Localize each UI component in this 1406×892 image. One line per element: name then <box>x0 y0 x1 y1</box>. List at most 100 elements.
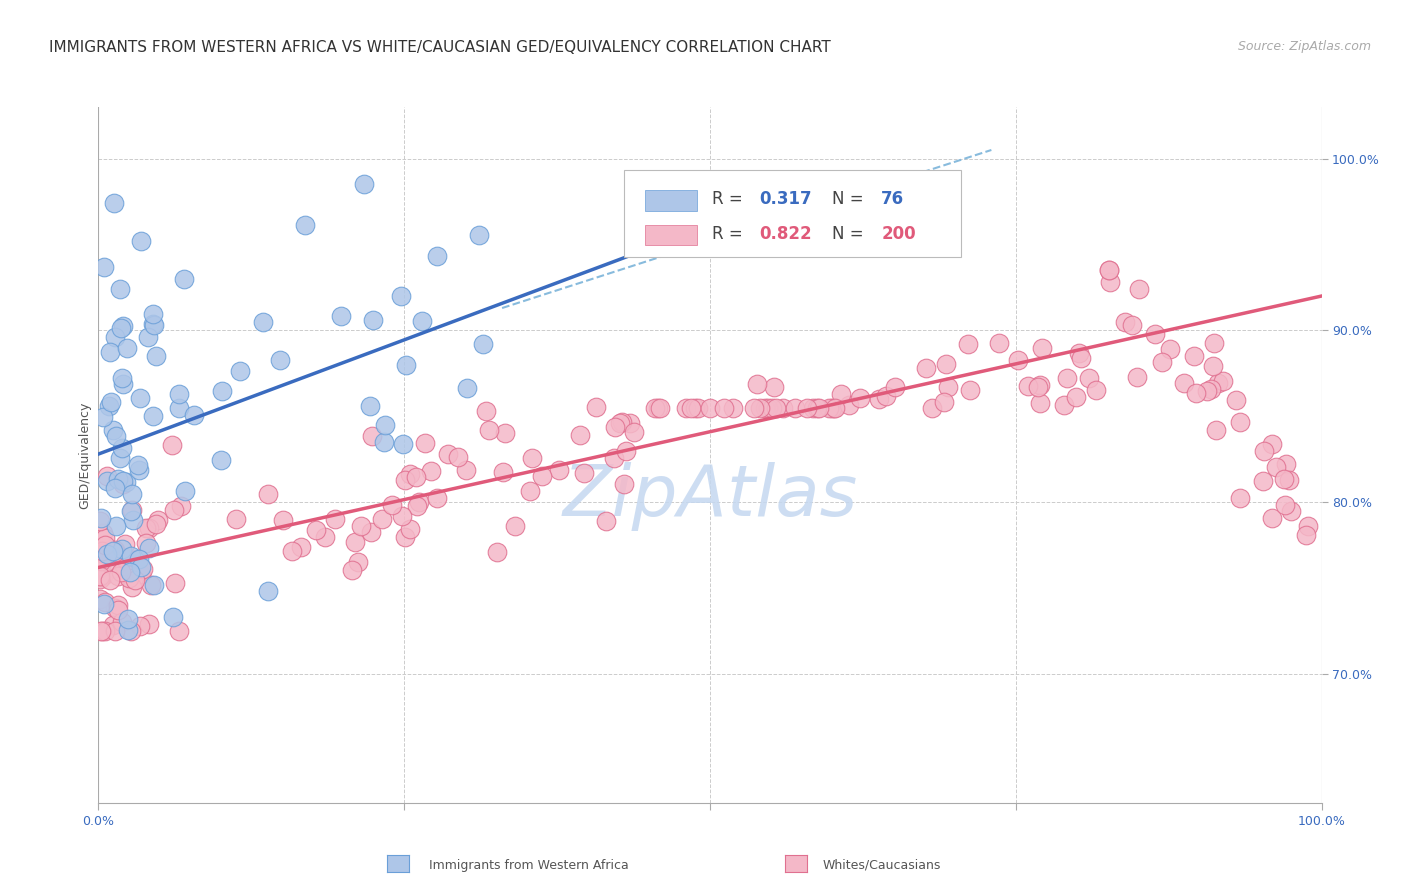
Point <box>269 353 291 368</box>
Point <box>359 399 381 413</box>
Point <box>360 525 382 540</box>
Point <box>1126 369 1149 384</box>
Point <box>408 495 430 509</box>
Text: R =: R = <box>713 190 748 208</box>
Point <box>271 513 294 527</box>
Point <box>801 401 824 415</box>
Y-axis label: GED/Equivalency: GED/Equivalency <box>79 401 91 508</box>
Point <box>613 477 636 491</box>
Point <box>111 441 134 455</box>
Point <box>104 542 127 557</box>
Point <box>115 475 138 489</box>
Point <box>209 453 232 467</box>
Point <box>426 491 449 505</box>
Point <box>229 364 252 378</box>
Point <box>343 535 366 549</box>
Point <box>623 425 645 439</box>
Point <box>142 318 165 332</box>
Point <box>112 319 135 334</box>
Point <box>1265 460 1288 475</box>
Point <box>111 615 134 629</box>
Point <box>1114 315 1136 329</box>
Point <box>932 395 955 409</box>
Point <box>91 409 114 424</box>
Point <box>294 218 316 232</box>
Point <box>644 401 666 415</box>
Point <box>426 249 449 263</box>
Point <box>475 403 498 417</box>
Point <box>1212 374 1234 388</box>
Point <box>93 538 115 552</box>
Point <box>103 195 125 210</box>
Point <box>373 434 395 449</box>
Text: 200: 200 <box>882 225 915 243</box>
Point <box>1031 341 1053 355</box>
Point <box>823 401 845 415</box>
Point <box>392 437 415 451</box>
Point <box>520 451 543 466</box>
Text: N =: N = <box>832 225 869 243</box>
Point <box>1077 370 1099 384</box>
Point <box>91 624 114 638</box>
Text: 0.317: 0.317 <box>759 190 811 208</box>
Point <box>121 580 143 594</box>
Point <box>603 420 626 434</box>
Point <box>129 560 152 574</box>
Point <box>1084 383 1107 397</box>
Point <box>1296 519 1319 533</box>
Point <box>959 383 981 397</box>
Point <box>91 526 114 541</box>
Point <box>111 371 134 385</box>
Point <box>350 519 373 533</box>
Point <box>136 330 159 344</box>
Point <box>107 598 129 612</box>
Point <box>93 597 115 611</box>
Point <box>120 549 142 564</box>
Point <box>821 401 844 415</box>
Point <box>98 399 121 413</box>
Point <box>1225 392 1247 407</box>
Point <box>101 423 124 437</box>
Point <box>849 392 872 406</box>
Point <box>681 401 703 415</box>
Point <box>503 519 526 533</box>
Point <box>114 551 136 566</box>
Point <box>340 564 363 578</box>
Point <box>783 401 806 415</box>
Point <box>1143 327 1166 342</box>
Point <box>89 514 111 528</box>
Point <box>371 511 394 525</box>
Point <box>115 341 138 355</box>
Point <box>120 624 142 638</box>
Point <box>1208 376 1230 390</box>
Point <box>138 617 160 632</box>
Point <box>353 177 375 191</box>
Point <box>90 570 112 584</box>
Point <box>143 578 166 592</box>
Point <box>252 315 274 329</box>
Point <box>838 398 860 412</box>
Point <box>868 392 890 406</box>
Point <box>1007 352 1029 367</box>
Point <box>111 377 134 392</box>
Point <box>118 571 141 585</box>
Point <box>612 415 634 429</box>
Point <box>104 329 127 343</box>
Point <box>568 428 591 442</box>
Point <box>167 386 190 401</box>
Point <box>167 624 190 638</box>
Point <box>91 569 114 583</box>
Point <box>91 546 114 560</box>
Point <box>129 567 152 582</box>
Point <box>90 511 112 525</box>
Point <box>107 569 129 583</box>
Point <box>132 562 155 576</box>
Point <box>160 438 183 452</box>
Point <box>399 522 422 536</box>
Point <box>94 595 117 609</box>
Point <box>117 612 139 626</box>
Point <box>1064 390 1087 404</box>
Point <box>117 623 139 637</box>
Point <box>956 337 979 351</box>
Point <box>405 469 427 483</box>
